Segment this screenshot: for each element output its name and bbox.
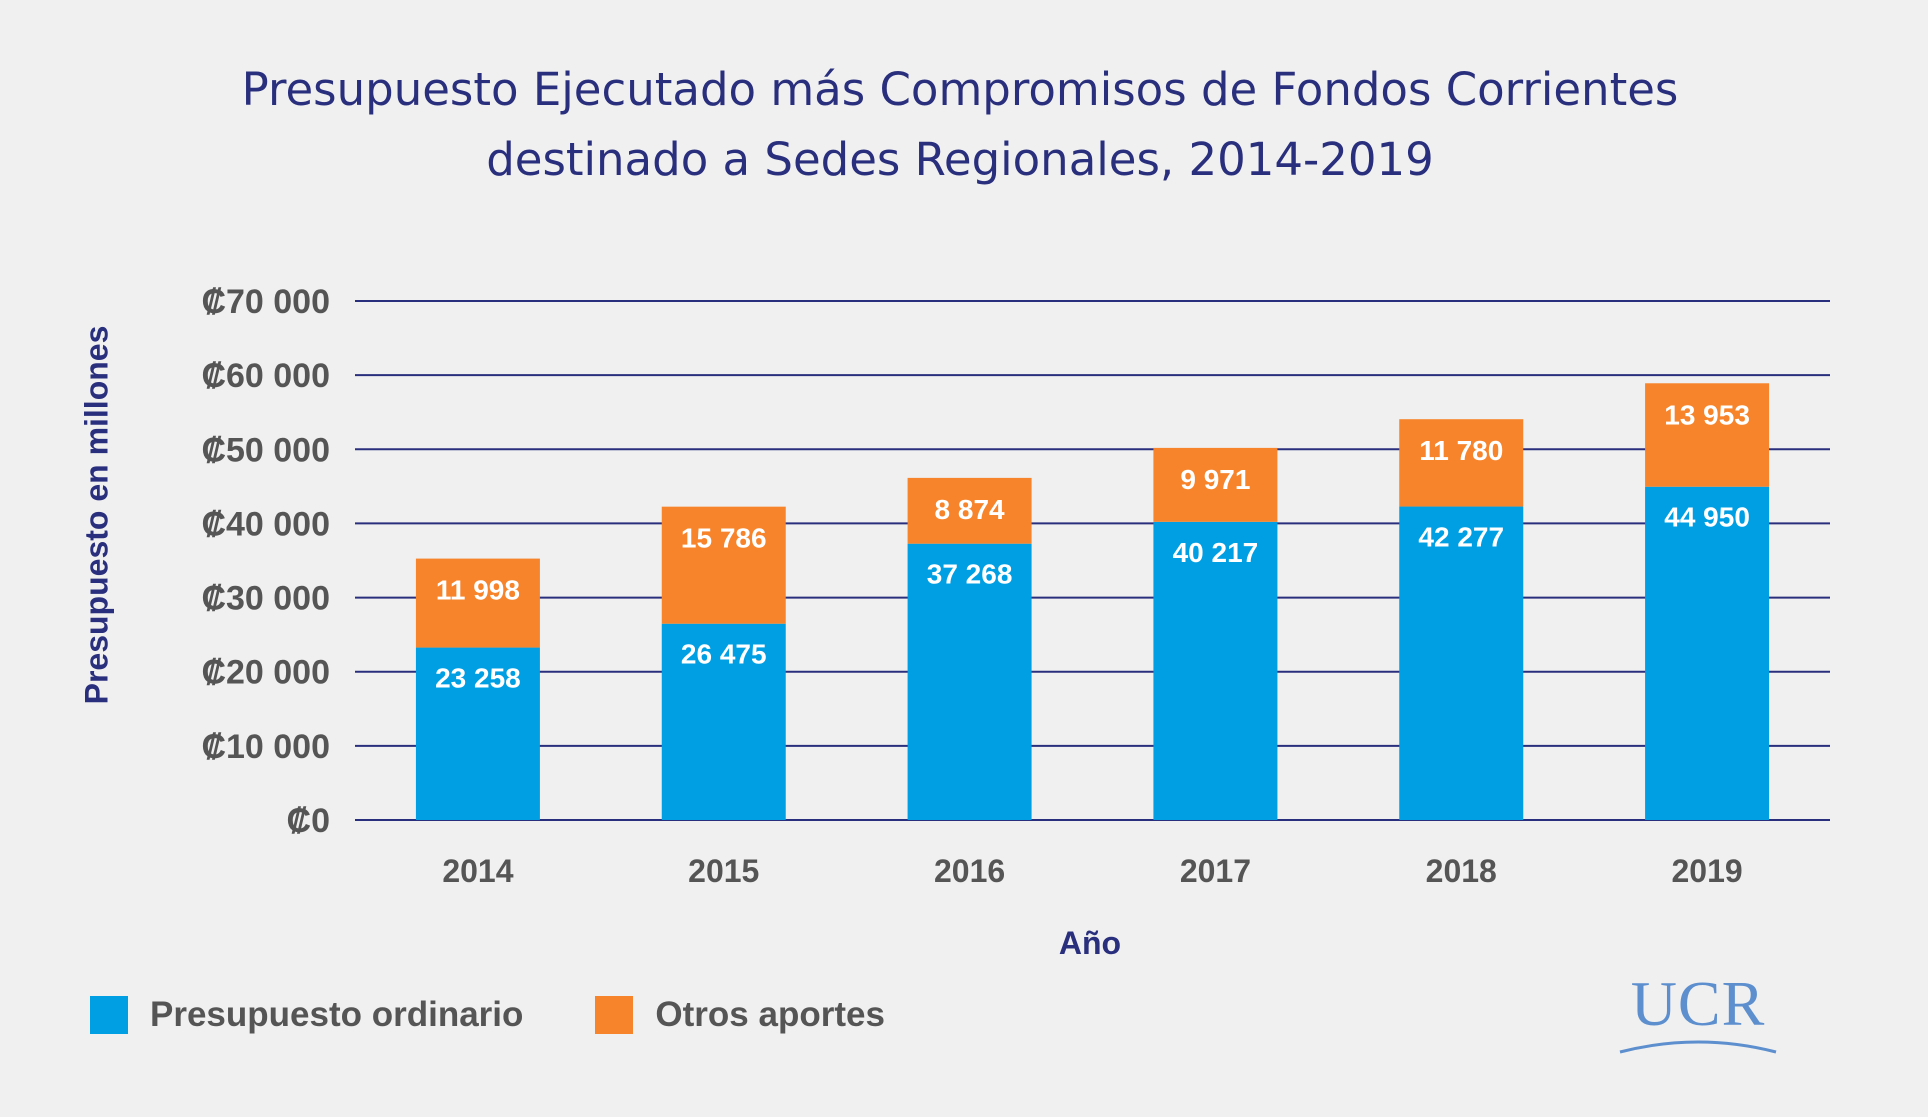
x-tick-label: 2016: [934, 853, 1005, 889]
bar-ordinario: [907, 543, 1032, 820]
bar-otros: [1153, 447, 1278, 522]
y-tick-label: ₡30 000: [201, 580, 330, 618]
x-tick-label: 2019: [1671, 853, 1742, 889]
bar-label-otros: 13 953: [1664, 399, 1750, 430]
chart-title: Presupuesto Ejecutado más Compromisos de…: [140, 55, 1780, 195]
bar-label-ordinario: 42 277: [1418, 522, 1504, 553]
y-tick-label: ₡70 000: [201, 283, 330, 321]
y-tick-label: ₡0: [287, 802, 330, 840]
x-axis-label: Año: [1058, 925, 1122, 961]
legend-label-ordinario: Presupuesto ordinario: [150, 995, 524, 1034]
y-tick-label: ₡10 000: [201, 728, 330, 766]
legend-label-otros: Otros aportes: [655, 995, 885, 1034]
bar-ordinario: [1399, 506, 1524, 820]
ucr-logo-arc-icon: [1619, 1040, 1777, 1054]
y-tick-label: ₡40 000: [201, 505, 330, 543]
legend: Presupuesto ordinario Otros aportes: [90, 995, 957, 1035]
bar-label-ordinario: 44 950: [1664, 502, 1750, 533]
bar-label-otros: 8 874: [935, 494, 1005, 525]
bar-otros: [415, 558, 540, 648]
bar-otros: [1645, 383, 1770, 487]
ucr-logo: UCR: [1618, 972, 1778, 1056]
bar-label-otros: 11 780: [1419, 435, 1503, 466]
x-tick-label: 2017: [1180, 853, 1251, 889]
x-tick-label: 2018: [1426, 853, 1497, 889]
chart-title-line-2: destinado a Sedes Regionales, 2014-2019: [486, 133, 1434, 186]
legend-item-ordinario: Presupuesto ordinario: [90, 995, 523, 1035]
y-tick-label: ₡60 000: [201, 357, 330, 395]
bar-label-ordinario: 26 475: [681, 639, 767, 670]
legend-swatch-otros: [595, 996, 634, 1034]
bar-label-otros: 9 971: [1180, 464, 1250, 495]
x-tick-label: 2015: [688, 853, 759, 889]
bar-otros: [661, 506, 786, 624]
bar-otros: [907, 477, 1032, 544]
bar-label-ordinario: 23 258: [435, 663, 521, 694]
bar-label-ordinario: 40 217: [1173, 537, 1259, 568]
bar-label-ordinario: 37 268: [927, 559, 1013, 590]
y-tick-label: ₡50 000: [201, 431, 330, 469]
legend-item-otros: Otros aportes: [595, 995, 885, 1035]
bar-label-otros: 15 786: [681, 523, 767, 554]
legend-swatch-ordinario: [90, 996, 128, 1034]
bar-ordinario: [1153, 521, 1278, 820]
y-tick-label: ₡20 000: [201, 654, 330, 692]
bar-ordinario: [661, 623, 786, 820]
bar-otros: [1399, 419, 1524, 507]
bar-label-otros: 11 998: [436, 575, 520, 606]
chart-title-line-1: Presupuesto Ejecutado más Compromisos de…: [241, 63, 1679, 116]
bar-ordinario: [415, 647, 540, 820]
bar-ordinario: [1645, 486, 1770, 820]
ucr-logo-text: UCR: [1630, 968, 1766, 1039]
x-tick-label: 2014: [442, 853, 513, 889]
